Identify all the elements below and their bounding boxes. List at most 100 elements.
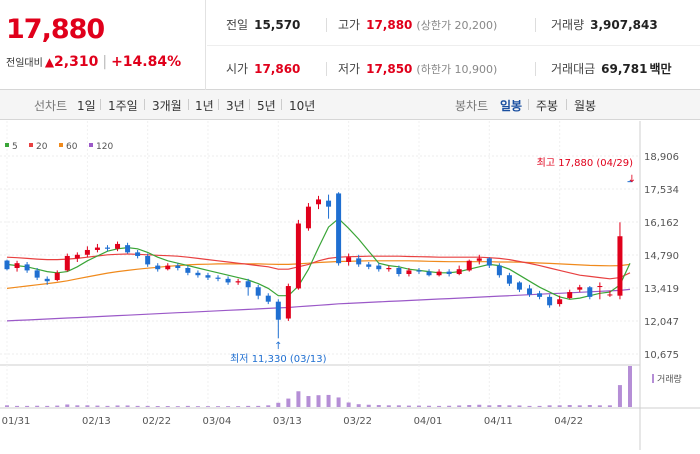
stat-value: 3,907,843	[590, 18, 658, 32]
volume-bar	[557, 405, 562, 407]
candle-body	[527, 288, 533, 295]
candle-body	[74, 254, 80, 259]
candle-body	[295, 223, 301, 289]
volume-legend-swatch	[652, 374, 654, 383]
tab-1-week[interactable]: 1주일	[108, 99, 138, 113]
volume-bar	[165, 406, 170, 407]
date-tick-label: 03/22	[343, 416, 372, 427]
candle-body	[225, 278, 231, 283]
candle-body	[366, 264, 372, 267]
date-tick-label: 04/01	[414, 416, 443, 427]
volume-bar	[617, 385, 622, 407]
current-price: 17,880	[6, 14, 105, 45]
date-tick-label: 03/04	[203, 416, 232, 427]
candle-body	[557, 299, 563, 305]
volume-bar	[135, 405, 140, 407]
stat-prev-close: 전일 15,570	[226, 16, 300, 33]
volume-bar	[447, 405, 452, 407]
candle-body	[597, 286, 603, 288]
divider	[144, 99, 145, 110]
volume-bar	[376, 405, 381, 407]
price-tick-label: 14,790	[644, 251, 679, 262]
volume-bar	[427, 405, 432, 407]
tab-monthly-candle[interactable]: 월봉	[574, 99, 597, 113]
volume-bar	[205, 406, 210, 407]
volume-bar	[125, 405, 130, 407]
stat-value: 17,880	[366, 18, 413, 32]
tab-1-day[interactable]: 1일	[77, 99, 96, 113]
stat-unit: 백만	[649, 62, 672, 76]
stat-label: 시가	[226, 62, 249, 76]
candlestick-chart[interactable]: 18,906 17,534 16,162 14,790 13,419 12,047 10,6…	[0, 121, 700, 450]
divider	[528, 99, 529, 110]
tab-3-months[interactable]: 3개월	[152, 99, 182, 113]
stat-sub: (상한가 20,200)	[416, 19, 498, 32]
volume-bar	[517, 405, 522, 407]
candle-body	[305, 206, 311, 229]
tab-5-years[interactable]: 5년	[257, 99, 276, 113]
candle-body	[346, 257, 352, 262]
volume-bar	[296, 391, 301, 407]
price-header: 17,880 전일대비 ▲2,310 | +14.84% 전일 15,570 고가 17,…	[0, 0, 700, 90]
volume-bar	[195, 406, 200, 407]
legend-label: 60	[66, 142, 78, 152]
date-tick-label: 02/13	[82, 416, 111, 427]
down-arrow-icon: ↓	[628, 174, 636, 185]
divider	[207, 45, 700, 46]
candle-body	[607, 294, 613, 296]
candle-body	[537, 293, 543, 297]
stat-value: 17,860	[254, 62, 301, 76]
candle-body	[506, 275, 512, 284]
volume-bar	[115, 405, 120, 407]
candle-body	[316, 199, 321, 205]
chart-canvas[interactable]: 18,906 17,534 16,162 14,790 13,419 12,047 10,6…	[0, 121, 700, 450]
candle-body	[255, 287, 261, 296]
tab-10-years[interactable]: 10년	[289, 99, 316, 113]
volume-bar	[95, 405, 100, 407]
candle-body	[14, 263, 20, 269]
stat-low: 저가 17,850 (하한가 10,900)	[338, 60, 497, 77]
date-tick-label: 04/22	[554, 416, 583, 427]
stat-amount: 거래대금 69,781 백만	[551, 60, 672, 77]
candle-body	[44, 278, 50, 282]
tab-weekly-candle[interactable]: 주봉	[536, 99, 559, 113]
legend-label: 5	[12, 142, 18, 152]
volume-bar	[346, 402, 351, 407]
volume-bar	[246, 405, 251, 407]
volume-bar	[386, 405, 391, 407]
legend-swatch	[59, 143, 63, 147]
ma20-line	[6, 253, 631, 280]
volume-bar	[547, 405, 552, 407]
line-chart-title: 선차트	[34, 99, 68, 113]
candle-body	[547, 296, 553, 306]
tab-1-year[interactable]: 1년	[195, 99, 214, 113]
candle-body	[104, 247, 110, 249]
volume-bar	[607, 405, 612, 407]
legend-label: 20	[36, 142, 48, 152]
date-tick-label: 02/22	[142, 416, 171, 427]
candle-body	[416, 270, 422, 272]
volume-bar	[577, 405, 582, 407]
tab-3-years[interactable]: 3년	[226, 99, 245, 113]
change-percent: +14.84%	[111, 54, 182, 70]
volume-bar	[416, 405, 421, 407]
candle-body	[175, 265, 181, 269]
candle-body	[516, 282, 522, 290]
low-annotation: 최저 11,330 (03/13)	[230, 353, 326, 365]
price-change: 전일대비 ▲2,310 | +14.84%	[6, 54, 181, 70]
volume-bar	[487, 405, 492, 407]
stat-label: 저가	[338, 62, 361, 76]
candle-body	[436, 271, 442, 276]
volume-bar	[326, 394, 331, 407]
volume-bar	[185, 405, 190, 407]
price-tick-label: 10,675	[644, 350, 679, 361]
candle-body	[426, 271, 432, 276]
stat-value: 15,570	[254, 18, 301, 32]
stat-open: 시가 17,860	[226, 60, 300, 77]
tab-daily-candle[interactable]: 일봉	[500, 99, 523, 113]
volume-bar	[396, 405, 401, 407]
candle-body	[577, 287, 583, 290]
candle-chart-title: 봉차트	[455, 99, 489, 113]
candle-body	[446, 271, 452, 275]
